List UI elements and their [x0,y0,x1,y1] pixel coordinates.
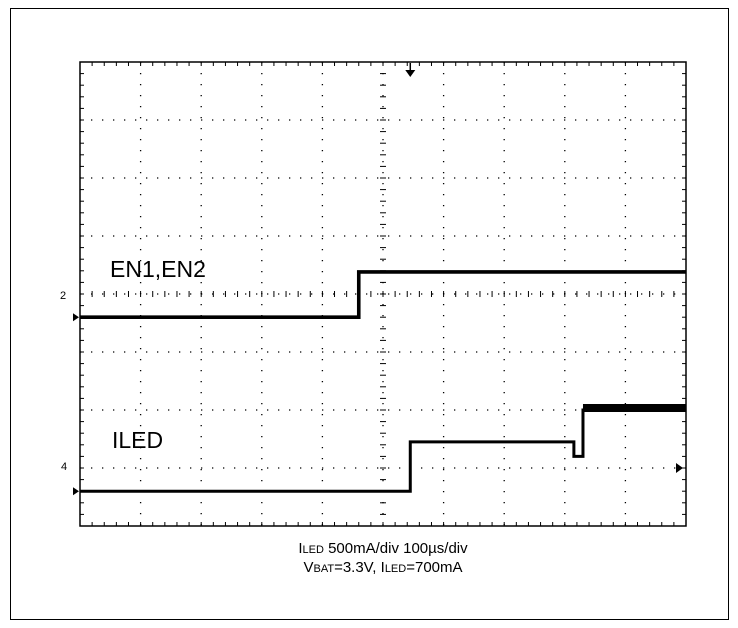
trace-iled-noise-band [582,404,686,412]
ground-marker-arrow [73,313,79,322]
trace-en1-en2 [80,270,686,320]
ground-marker-arrow [73,487,79,496]
caption-vbat-value: =3.3V, [334,559,381,576]
markers [73,63,683,496]
caption-line-2: VBAT=3.3V, ILED=700mA [303,559,463,576]
trace-iled [80,408,686,493]
caption-iled-sub: LED [302,544,324,556]
trigger-position-marker [405,70,416,77]
caption-iled-value: =700mA [406,559,463,576]
label-en1-en2: EN1,EN2 [110,256,206,282]
channel-4-marker-label: 4 [61,461,67,473]
caption-vbat-sub: BAT [313,563,335,575]
trigger-level-marker [676,463,683,473]
label-iled: ILED [112,427,163,453]
figure-frame [10,8,729,620]
caption-line-1: ILED 500mA/div 100µs/div [298,540,468,557]
graticule [79,61,687,527]
traces [80,270,686,493]
caption-scale: 500mA/div 100µs/div [323,540,468,557]
caption-iled-sub-2: LED [384,563,407,575]
channel-2-marker-label: 2 [60,290,66,302]
